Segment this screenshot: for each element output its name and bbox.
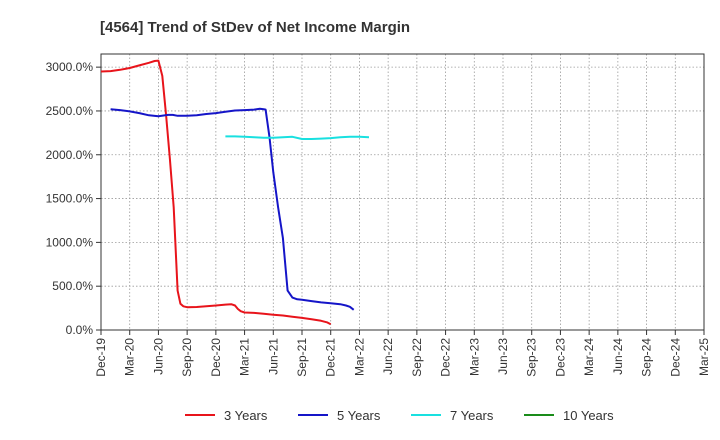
- x-tick-label: Sep-23: [525, 338, 539, 377]
- series-lines: [100, 59, 370, 326]
- y-tick-label: 0.0%: [66, 323, 94, 337]
- x-tick-label: Dec-21: [324, 338, 338, 377]
- x-tick-label: Dec-23: [553, 338, 567, 377]
- y-tick-label: 1500.0%: [46, 192, 94, 206]
- legend: 3 Years 5 Years 7 Years 10 Years: [185, 408, 614, 423]
- x-axis: Dec-19 Mar-20 Jun-20 Sep-20 Dec-20 Mar-21 Jun-…: [94, 330, 711, 377]
- x-tick-label: Dec-24: [668, 338, 682, 377]
- x-tick-label: Dec-19: [94, 338, 108, 377]
- x-tick-label: Mar-25: [697, 338, 711, 376]
- grid-lines: [100, 54, 705, 331]
- x-tick-label: Jun-24: [611, 338, 625, 375]
- legend-label: 10 Years: [563, 408, 614, 423]
- x-tick-label: Mar-22: [352, 338, 366, 376]
- legend-label: 3 Years: [224, 408, 268, 423]
- legend-label: 7 Years: [450, 408, 494, 423]
- series-line-5-years: [110, 107, 355, 311]
- x-tick-label: Mar-24: [582, 338, 596, 376]
- x-tick-label: Sep-24: [640, 338, 654, 377]
- x-tick-label: Sep-20: [180, 338, 194, 377]
- plot-area: [100, 53, 705, 331]
- y-tick-label: 3000.0%: [46, 60, 94, 74]
- x-tick-label: Mar-23: [467, 338, 481, 376]
- y-axis: 0.0% 500.0% 1000.0% 1500.0% 2000.0% 2500.0% 30…: [46, 60, 101, 337]
- y-tick-label: 2500.0%: [46, 104, 94, 118]
- x-tick-label: Mar-20: [123, 338, 137, 376]
- x-tick-label: Sep-21: [295, 338, 309, 377]
- y-tick-label: 1000.0%: [46, 235, 94, 249]
- x-tick-label: Sep-22: [410, 338, 424, 377]
- series-line-3-years: [100, 59, 332, 326]
- y-tick-label: 500.0%: [52, 279, 93, 293]
- y-tick-label: 2000.0%: [46, 148, 94, 162]
- chart-title: [4564] Trend of StDev of Net Income Marg…: [100, 19, 410, 36]
- x-tick-label: Jun-22: [381, 338, 395, 375]
- series-line-7-years: [225, 135, 370, 140]
- x-tick-label: Mar-21: [238, 338, 252, 376]
- x-tick-label: Jun-21: [266, 338, 280, 375]
- x-tick-label: Dec-20: [209, 338, 223, 377]
- x-tick-label: Dec-22: [439, 338, 453, 377]
- x-tick-label: Jun-23: [496, 338, 510, 375]
- legend-label: 5 Years: [337, 408, 381, 423]
- x-tick-label: Jun-20: [151, 338, 165, 375]
